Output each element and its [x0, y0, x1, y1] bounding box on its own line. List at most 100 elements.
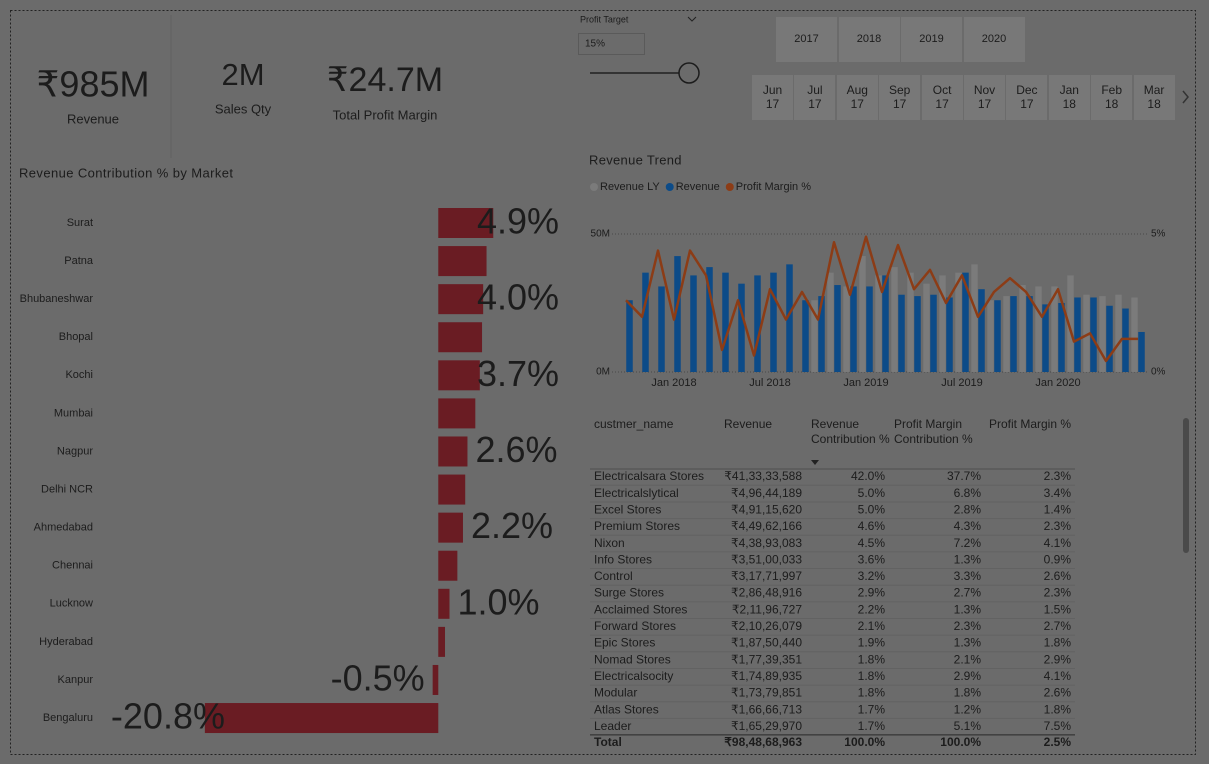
month-button[interactable]: Oct 17	[921, 75, 963, 120]
bar	[1106, 305, 1113, 372]
bar	[850, 286, 857, 372]
bar	[438, 474, 466, 505]
bar	[1122, 308, 1129, 372]
month-button-year: 18	[1147, 97, 1161, 111]
table-cell: ₹3,51,00,033	[731, 552, 802, 566]
bar	[438, 436, 468, 467]
table-cell: 2.9%	[1044, 652, 1072, 666]
bar	[626, 300, 633, 372]
y-tick-label: Bhopal	[59, 331, 93, 343]
x-tick-label: Jul 2018	[749, 377, 791, 389]
bar	[1074, 297, 1081, 372]
table-cell: 2.3%	[1044, 469, 1072, 483]
month-button-month: Nov	[973, 83, 996, 97]
month-button[interactable]: Feb 18	[1091, 75, 1133, 120]
slider-handle[interactable]	[678, 62, 700, 84]
bar	[690, 275, 697, 372]
month-button[interactable]: Jan 18	[1048, 75, 1090, 120]
y-tick-label: 50M	[591, 229, 610, 240]
month-button-month: Jul	[807, 83, 823, 97]
data-label: 3.7%	[477, 353, 559, 394]
month-button[interactable]: Mar 18	[1133, 75, 1175, 120]
bar	[939, 275, 946, 372]
year-button[interactable]: 2017	[776, 17, 837, 62]
bar	[914, 296, 921, 372]
table-cell: Leader	[594, 719, 631, 733]
table-cell: 5.0%	[858, 502, 886, 516]
month-button[interactable]: Aug 17	[836, 75, 878, 120]
month-button-year: 17	[893, 97, 907, 111]
bar	[770, 272, 777, 372]
bar	[962, 272, 969, 372]
month-button-year: 17	[808, 97, 822, 111]
table-cell: 2.1%	[954, 652, 982, 666]
table-cell: ₹2,11,96,727	[732, 602, 802, 616]
y-tick-label: Kanpur	[58, 674, 94, 686]
table-cell: Electricalsocity	[594, 669, 673, 683]
bar	[994, 300, 1001, 372]
table-cell: 2.3%	[954, 619, 982, 633]
bar	[786, 264, 793, 372]
column-header[interactable]: Revenue	[724, 417, 773, 431]
table-cell: 1.8%	[1044, 702, 1072, 716]
month-button-year: 17	[935, 97, 949, 111]
year-button[interactable]: 2020	[963, 17, 1025, 62]
next-arrow[interactable]	[1182, 90, 1189, 104]
table-cell: Control	[594, 569, 633, 583]
target-input-box[interactable]	[578, 33, 645, 55]
dropdown-chevron[interactable]	[687, 16, 697, 22]
x-tick-label: Jan 2018	[651, 377, 696, 389]
bar	[438, 360, 480, 391]
column-header[interactable]: Revenue Contribution %	[811, 417, 890, 446]
bar	[1099, 296, 1106, 372]
table-cell: 1.2%	[954, 702, 982, 716]
month-button[interactable]: Jul 17	[794, 75, 836, 120]
sort-icon[interactable]	[811, 460, 819, 465]
chart-title: Revenue Trend	[589, 152, 682, 167]
column-header[interactable]: custmer_name	[594, 417, 674, 431]
month-button-month: Jan	[1059, 83, 1079, 97]
month-button-month: Feb	[1101, 83, 1123, 97]
y2-tick-label: 0%	[1151, 367, 1166, 378]
column-header[interactable]: Profit Margin %	[989, 417, 1072, 431]
month-button-year: 17	[765, 97, 780, 111]
month-button[interactable]: Nov 17	[964, 75, 1005, 120]
bar	[204, 703, 439, 734]
table-cell: ₹1,87,50,440	[731, 636, 802, 650]
table-cell: Forward Stores	[594, 619, 676, 633]
legend-label: Revenue LY	[600, 181, 660, 193]
bar	[866, 286, 873, 372]
table-cell: Nixon	[594, 536, 625, 550]
table-cell: 7.5%	[1044, 719, 1072, 733]
bar	[1042, 304, 1049, 372]
table-cell: 1.3%	[954, 636, 982, 650]
kpi-label: Revenue	[67, 111, 119, 126]
table-cell: 1.8%	[858, 686, 886, 700]
table-cell: 1.9%	[858, 636, 886, 650]
table-cell: ₹4,49,62,166	[731, 519, 802, 533]
legend-marker	[725, 183, 734, 191]
table-cell: 1.3%	[954, 602, 982, 616]
table-cell: 1.8%	[1044, 636, 1072, 650]
year-button[interactable]: 2019	[901, 17, 962, 62]
bar	[438, 626, 446, 657]
bar	[891, 267, 898, 372]
bar	[438, 550, 458, 581]
column-header[interactable]: Profit Margin Contribution %	[894, 417, 973, 446]
year-button[interactable]: 2018	[838, 17, 900, 62]
table-cell: 2.8%	[954, 502, 982, 516]
month-button[interactable]: Dec 17	[1006, 75, 1048, 120]
bar	[802, 300, 809, 372]
month-button[interactable]: Sep 17	[879, 75, 921, 120]
chart-title: Revenue Contribution % by Market	[19, 165, 233, 180]
table-cell: 3.6%	[858, 552, 886, 566]
table-cell: 1.7%	[858, 702, 886, 716]
month-button[interactable]: Jun 17	[752, 75, 793, 120]
table-cell: Acclaimed Stores	[594, 602, 687, 616]
table-cell: ₹2,10,26,079	[731, 619, 802, 633]
bar	[971, 264, 978, 372]
table-cell: 2.9%	[954, 669, 982, 683]
scrollbar[interactable]	[1183, 418, 1189, 553]
bar	[1090, 297, 1097, 372]
